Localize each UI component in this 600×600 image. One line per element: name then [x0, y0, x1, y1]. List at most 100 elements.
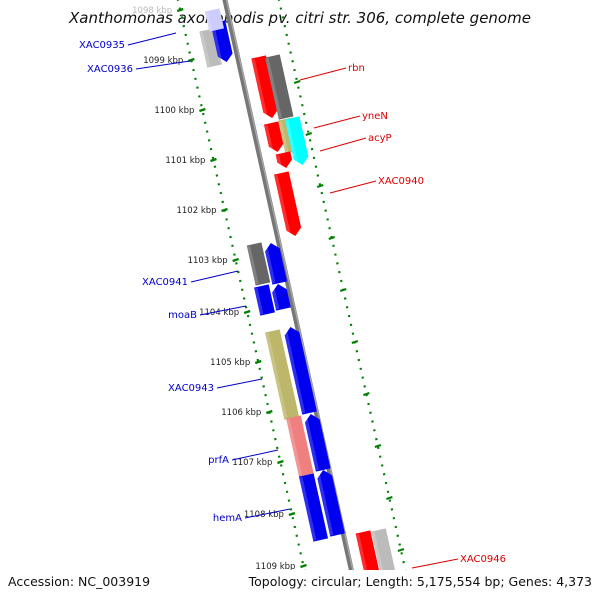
gene-hemA-blue-segment-body[interactable] [316, 468, 345, 537]
accession-text: Accession: NC_003919 [8, 574, 151, 589]
gene-label-yneN[interactable]: yneN [362, 111, 388, 122]
gene-label-XAC0943[interactable]: XAC0943 [168, 383, 214, 394]
gene-hemA-blue-segment[interactable] [316, 468, 345, 537]
gene-XAC0941-gray-segment-shade [246, 245, 259, 285]
gene-XAC0946-partner-segment[interactable] [371, 528, 404, 600]
gene-XAC0943-segment-body[interactable] [265, 329, 299, 420]
gene-XAC0935-segment-body[interactable] [199, 28, 222, 68]
gene-moaB-left-segment-body[interactable] [254, 284, 275, 316]
leader-line-hemA [244, 508, 291, 519]
gene-yneN-segment[interactable] [263, 121, 285, 153]
gene-label-prfA[interactable]: prfA [208, 455, 229, 466]
scale-tick-label: 1101 kbp [165, 156, 205, 166]
gene-yneN-segment-body[interactable] [263, 121, 285, 153]
gene-moaB-left-segment-shade [254, 287, 264, 315]
scale-tick-11 [300, 563, 307, 569]
gene-faint-top-segment-shade [205, 11, 213, 31]
leader-line-XAC0940 [329, 180, 377, 194]
gene-label-XAC0946[interactable]: XAC0946 [460, 554, 506, 565]
gene-rbn-partner-segment[interactable] [265, 54, 294, 120]
gene-prfA-segment-body[interactable] [286, 415, 314, 477]
gene-XAC0941-gray-segment-body[interactable] [246, 242, 271, 286]
gene-moaB-segment[interactable] [270, 282, 291, 311]
gene-XAC0946-segment[interactable] [355, 530, 388, 600]
gene-XAC0940-segment-body[interactable] [274, 171, 303, 237]
scale-tick-label: 1099 kbp [143, 56, 183, 66]
gene-label-moaB[interactable]: moaB [168, 310, 197, 321]
gene-XAC0941-segment-shade [263, 244, 276, 284]
gene-prfA-segment-shade [286, 418, 303, 476]
gene-XAC0946-partner-segment-shade [371, 531, 392, 570]
gene-yneN-partner-segment-shade [278, 120, 289, 153]
gene-XAC0946-partner-segment-body[interactable] [371, 528, 404, 600]
gene-XAC0943-segment[interactable] [265, 329, 299, 420]
gene-XAC0940-segment[interactable] [274, 171, 303, 237]
scale-tick-label: 1103 kbp [188, 256, 228, 266]
gene-rbn-partner-segment-body[interactable] [265, 54, 294, 120]
label-layer: rbn yneN acyP XAC0940 XAC0946 XAC0935 XAC0936 X… [79, 32, 506, 569]
scale-tick-label: 1106 kbp [221, 408, 261, 418]
gene-prfA-segment[interactable] [286, 415, 314, 477]
outer-rail-tick-1 [305, 132, 313, 136]
scale-tick-4 [221, 207, 228, 213]
gene-XAC0943-blue-segment-body[interactable] [283, 325, 317, 415]
leader-line-XAC0935 [127, 32, 177, 46]
gene-label-acyP[interactable]: acyP [368, 133, 392, 144]
outer-rail-tick-0 [293, 80, 301, 84]
gene-faint-top-segment-body[interactable] [204, 8, 224, 32]
gene-acyP-segment[interactable] [284, 116, 310, 166]
gene-label-XAC0940[interactable]: XAC0940 [378, 176, 424, 187]
gene-acyP-red-segment-shade [275, 154, 282, 169]
leader-line-acyP [319, 137, 367, 152]
gene-XAC0935-segment-shade [199, 31, 211, 67]
gene-hemA-segment-body[interactable] [298, 473, 329, 542]
scale-tick-label: 1109 kbp [255, 562, 295, 572]
genome-summary-text: Topology: circular; Length: 5,175,554 bp… [248, 574, 592, 589]
backbone-layer [176, 0, 407, 570]
gene-XAC0936-segment-body[interactable] [210, 20, 235, 63]
leader-line-yneN [313, 115, 361, 129]
gene-hemA-segment-shade [299, 476, 317, 541]
gene-XAC0941-segment[interactable] [263, 241, 288, 285]
gene-acyP-segment-body[interactable] [284, 116, 310, 166]
gene-XAC0941-segment-body[interactable] [264, 241, 288, 285]
outer-rail-tick-7 [374, 444, 382, 448]
leader-line-XAC0936 [135, 60, 191, 70]
gene-XAC0936-segment[interactable] [210, 20, 235, 63]
gene-label-XAC0935[interactable]: XAC0935 [79, 40, 125, 51]
outer-rail-tick-6 [363, 392, 370, 396]
gene-rbn-segment[interactable] [251, 55, 279, 119]
gene-moaB-segment-shade [270, 285, 280, 310]
gene-XAC0936-segment-shade [210, 23, 223, 63]
gene-XAC0946-segment-body[interactable] [355, 530, 388, 600]
gene-label-XAC0941[interactable]: XAC0941 [142, 277, 188, 288]
scale-tick-label: 1104 kbp [199, 308, 239, 318]
gene-yneN-segment-shade [264, 124, 274, 153]
gene-XAC0940-segment-shade [274, 174, 292, 237]
gene-XAC0946-segment-shade [355, 533, 376, 570]
gene-moaB-segment-body[interactable] [271, 282, 291, 311]
gene-XAC0935-segment[interactable] [199, 28, 222, 68]
gene-label-hemA[interactable]: hemA [213, 513, 242, 524]
gene-hemA-blue-segment-shade [316, 471, 334, 536]
genome-title: Xanthomonas axonopodis pv. citri str. 30… [69, 9, 531, 27]
gene-rbn-segment-body[interactable] [251, 55, 279, 119]
scale-tick-2 [198, 107, 206, 113]
gene-XAC0941-gray-segment[interactable] [246, 242, 271, 286]
outer-rail-tick-9 [397, 548, 405, 552]
leader-line-moaB [199, 305, 247, 316]
gene-acyP-red-segment-body[interactable] [275, 151, 294, 169]
gene-hemA-segment[interactable] [298, 473, 329, 542]
gene-prfA-blue-segment[interactable] [303, 412, 331, 472]
outer-rail-tick-5 [351, 340, 359, 344]
gene-acyP-red-segment[interactable] [275, 151, 294, 169]
gene-XAC0943-blue-segment[interactable] [283, 325, 317, 415]
gene-label-rbn[interactable]: rbn [348, 63, 365, 74]
gene-label-XAC0936[interactable]: XAC0936 [87, 64, 133, 75]
gene-faint-top-segment[interactable] [204, 8, 224, 32]
gene-moaB-left-segment[interactable] [254, 284, 275, 316]
gene-acyP-segment-shade [285, 119, 299, 166]
gene-prfA-blue-segment-body[interactable] [303, 412, 331, 472]
scale-tick-9 [277, 459, 284, 465]
